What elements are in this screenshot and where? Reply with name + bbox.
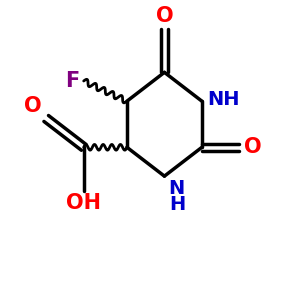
Text: O: O <box>244 137 261 157</box>
Text: OH: OH <box>66 194 101 213</box>
Text: N: N <box>169 179 185 198</box>
Text: O: O <box>24 96 42 116</box>
Text: F: F <box>65 71 80 91</box>
Text: NH: NH <box>208 90 240 109</box>
Text: O: O <box>156 6 173 26</box>
Text: H: H <box>169 195 186 214</box>
